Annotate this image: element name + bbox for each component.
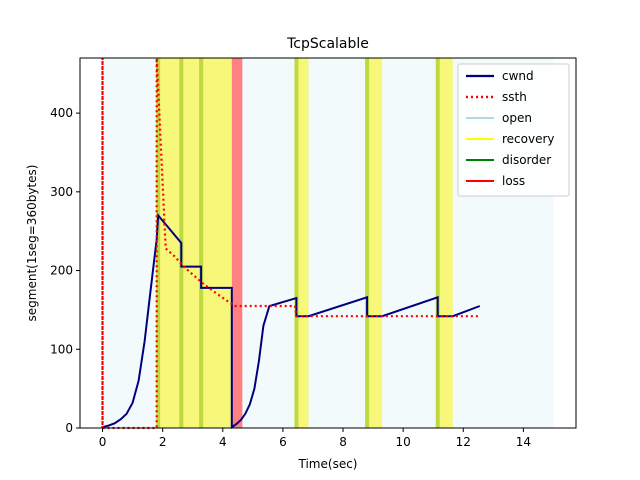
legend-label-loss: loss	[502, 174, 525, 188]
x-tick-label-0: 0	[99, 435, 107, 449]
recovery-region-1	[156, 58, 232, 428]
y-tick-label-200: 200	[50, 264, 73, 278]
x-axis-ticks: 0 2 4 6 8 10 12 14	[99, 428, 531, 449]
series-lines	[101, 57, 481, 430]
disorder-mark-5	[435, 58, 440, 428]
cwnd-line	[102, 212, 481, 430]
x-tick-label-12: 12	[456, 435, 471, 449]
y-tick-label-100: 100	[50, 342, 73, 356]
disorder-mark-4	[365, 58, 370, 428]
x-tick-label-6: 6	[279, 435, 287, 449]
chart-title: TcpScalable	[286, 36, 369, 52]
recovery-region-4	[365, 58, 383, 428]
x-tick-label-10: 10	[396, 435, 411, 449]
legend: cwnd ssth open recovery disorder loss	[457, 63, 570, 197]
disorder-mark-0	[156, 58, 161, 428]
legend-label-ssth: ssth	[502, 90, 527, 104]
disorder-mark-3	[294, 58, 299, 428]
loss-region-2	[231, 58, 243, 428]
plot-frame	[79, 57, 577, 429]
y-axis-ticks: 0 100 200 300 400	[50, 106, 80, 435]
y-tick-label-0: 0	[65, 421, 73, 435]
x-tick-label-14: 14	[516, 435, 531, 449]
x-tick-label-8: 8	[339, 435, 347, 449]
y-tick-label-300: 300	[50, 185, 73, 199]
y-tick-label-400: 400	[50, 106, 73, 120]
x-axis-label: Time(sec)	[298, 457, 358, 471]
y-axis-label: segment(1seg=360bytes)	[25, 165, 39, 322]
legend-label-recovery: recovery	[502, 132, 555, 146]
x-tick-label-2: 2	[159, 435, 167, 449]
ssth-line	[101, 57, 480, 430]
legend-box	[457, 63, 570, 197]
legend-label-open: open	[502, 111, 532, 125]
legend-label-cwnd: cwnd	[502, 69, 534, 83]
recovery-region-5	[436, 58, 453, 428]
legend-label-disorder: disorder	[502, 153, 551, 167]
x-tick-label-4: 4	[219, 435, 227, 449]
disorder-mark-2	[199, 58, 204, 428]
